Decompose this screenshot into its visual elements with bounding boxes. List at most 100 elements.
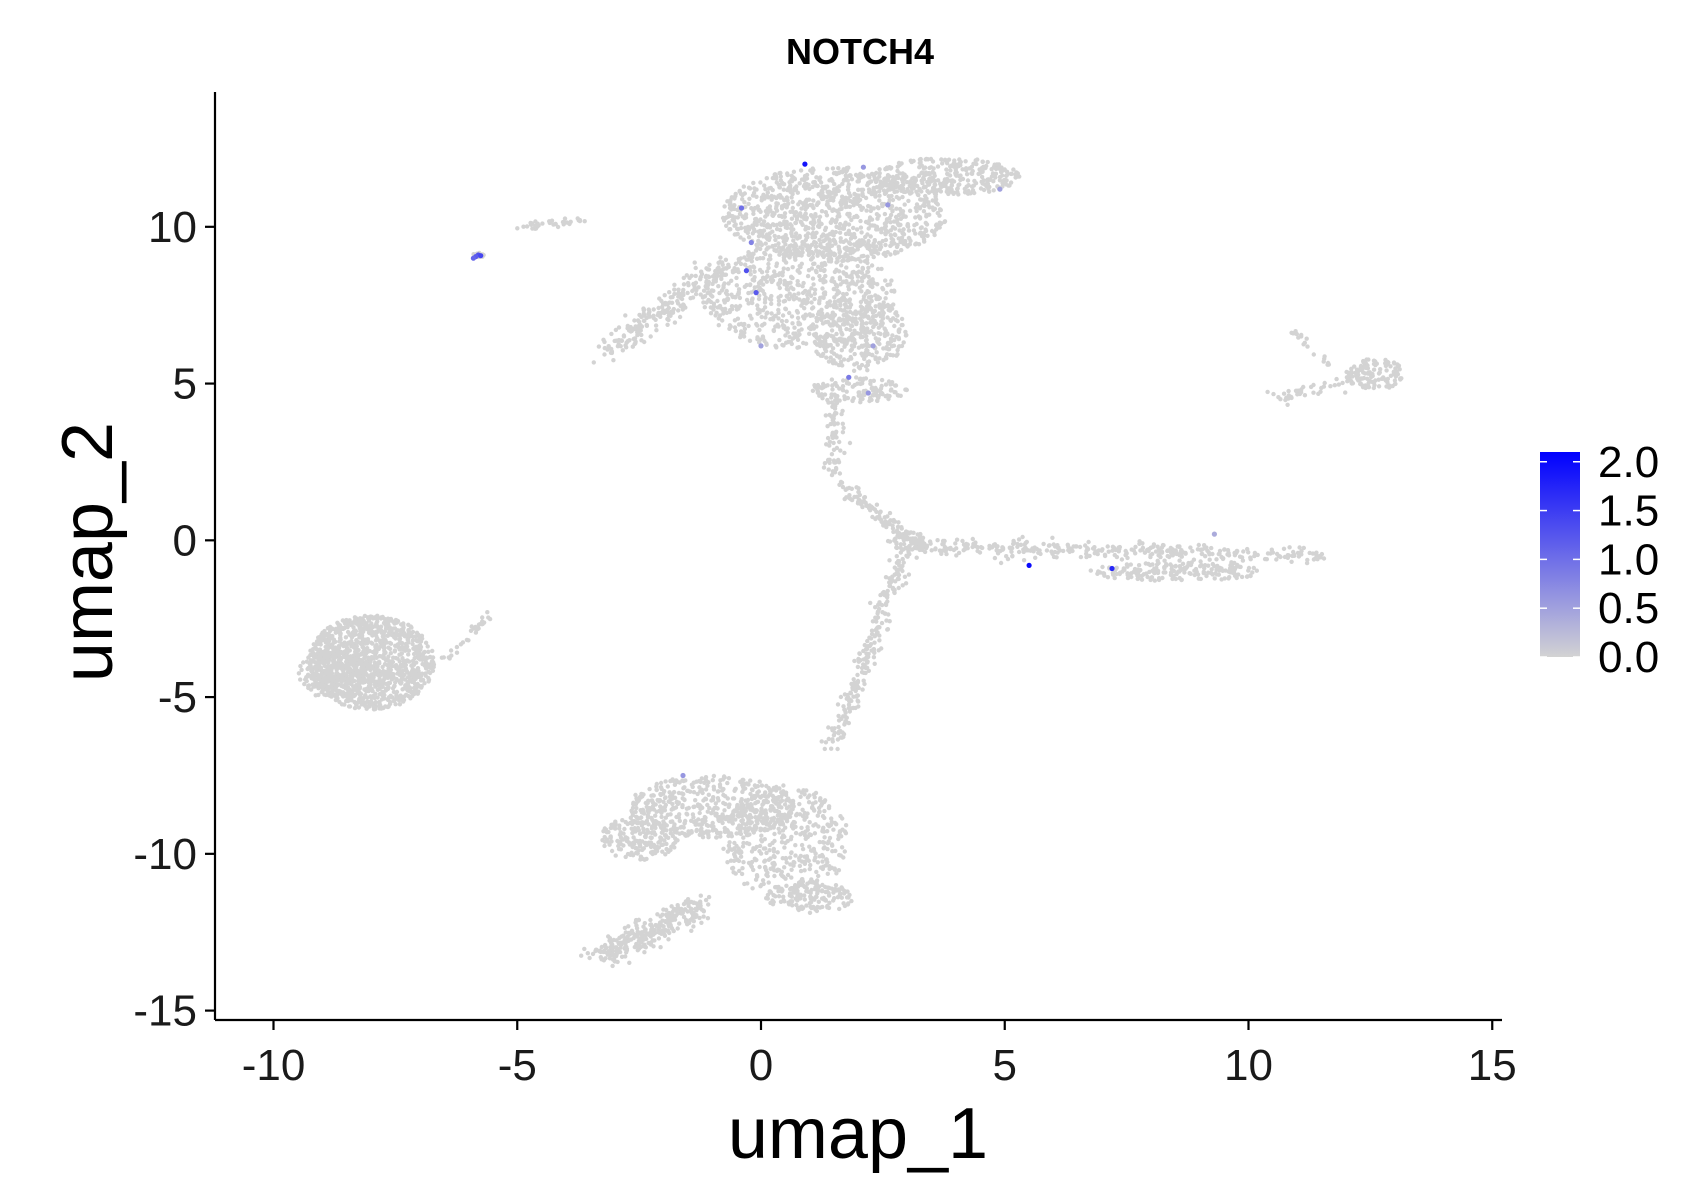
cell-point	[430, 648, 435, 654]
cell-point	[877, 193, 882, 198]
cell-point	[852, 235, 858, 240]
cell-point	[406, 659, 412, 664]
cell-point	[353, 667, 359, 672]
cell-point	[358, 625, 363, 630]
cell-point	[830, 276, 835, 281]
cell-point	[865, 362, 871, 368]
cell-point	[1219, 554, 1224, 560]
cell-point	[381, 705, 386, 711]
cell-point	[868, 329, 874, 334]
cell-point	[899, 322, 904, 328]
cell-point	[949, 163, 954, 168]
cell-point	[795, 279, 800, 284]
cell-point	[1010, 554, 1015, 559]
cell-point	[705, 290, 710, 296]
cell-point	[739, 329, 744, 334]
cell-point	[879, 323, 884, 328]
cell-point	[561, 220, 566, 226]
cell-point	[832, 181, 837, 187]
cell-point	[798, 168, 804, 173]
cell-point	[415, 639, 420, 644]
cell-point	[350, 679, 355, 684]
cell-point	[377, 626, 382, 631]
cell-point	[849, 343, 855, 348]
cell-point	[1119, 557, 1125, 562]
cell-point	[1278, 554, 1283, 560]
cell-point	[836, 298, 841, 303]
cell-point	[555, 224, 561, 230]
cell-point	[582, 219, 587, 224]
cell-point	[621, 334, 627, 339]
cell-point	[838, 359, 844, 364]
cell-point	[993, 171, 999, 176]
cell-point	[894, 183, 900, 189]
cell-point	[869, 397, 874, 403]
cell-point	[870, 223, 875, 228]
cell-point	[871, 655, 877, 660]
cell-point	[351, 628, 357, 634]
cell-point	[778, 277, 783, 283]
cell-point	[726, 220, 732, 225]
cell-point	[864, 257, 870, 263]
cell-point	[868, 600, 873, 606]
cell-point	[965, 546, 970, 551]
cell-point	[342, 649, 347, 655]
cell-point	[1241, 549, 1246, 554]
cell-point	[737, 211, 743, 217]
cell-point	[868, 381, 873, 386]
cell-point	[819, 315, 824, 320]
cell-point	[835, 288, 840, 293]
cell-point	[924, 212, 929, 217]
cell-point	[354, 649, 360, 654]
cell-point	[762, 250, 767, 256]
cell-point	[743, 228, 748, 234]
cell-point	[841, 357, 847, 362]
cell-point	[757, 327, 762, 333]
cell-point	[843, 204, 848, 210]
cell-point	[865, 303, 871, 308]
cell-point	[892, 323, 897, 329]
cell-point	[821, 280, 826, 285]
cell-point	[853, 319, 858, 324]
cell-point	[736, 322, 742, 327]
cell-point	[790, 199, 795, 205]
cell-point	[317, 652, 322, 657]
cell-point	[662, 293, 667, 298]
cell-point	[337, 635, 343, 641]
cell-point	[839, 296, 845, 301]
cell-point	[752, 275, 757, 280]
cell-point	[847, 297, 853, 302]
cell-point	[651, 313, 656, 318]
cell-point	[320, 688, 325, 693]
cell-point	[1195, 547, 1201, 552]
cell-point	[939, 157, 944, 162]
cell-point	[828, 333, 834, 338]
cell-point	[672, 287, 677, 292]
cell-point	[676, 287, 681, 292]
cell-point	[863, 195, 869, 201]
cell-point	[736, 269, 741, 275]
cell-point	[795, 337, 801, 342]
cell-point	[791, 286, 796, 292]
cell-point	[907, 551, 912, 557]
cell-point	[834, 411, 839, 416]
cell-point	[743, 262, 748, 267]
cell-point	[877, 638, 882, 643]
cell-point	[828, 355, 833, 360]
cell-point	[899, 343, 905, 349]
cell-point	[841, 338, 846, 343]
cell-point	[335, 683, 340, 688]
cell-point	[702, 305, 707, 310]
cell-point	[481, 620, 487, 625]
cell-point	[848, 193, 853, 199]
cell-point	[326, 664, 331, 669]
cell-point	[480, 615, 485, 620]
cell-point	[916, 192, 921, 198]
cell-point	[798, 219, 803, 224]
cell-point	[704, 280, 709, 285]
cell-point	[406, 652, 411, 657]
cell-point	[756, 280, 762, 286]
cell-point	[611, 358, 616, 363]
cell-point	[883, 519, 888, 524]
cell-point	[830, 166, 836, 171]
